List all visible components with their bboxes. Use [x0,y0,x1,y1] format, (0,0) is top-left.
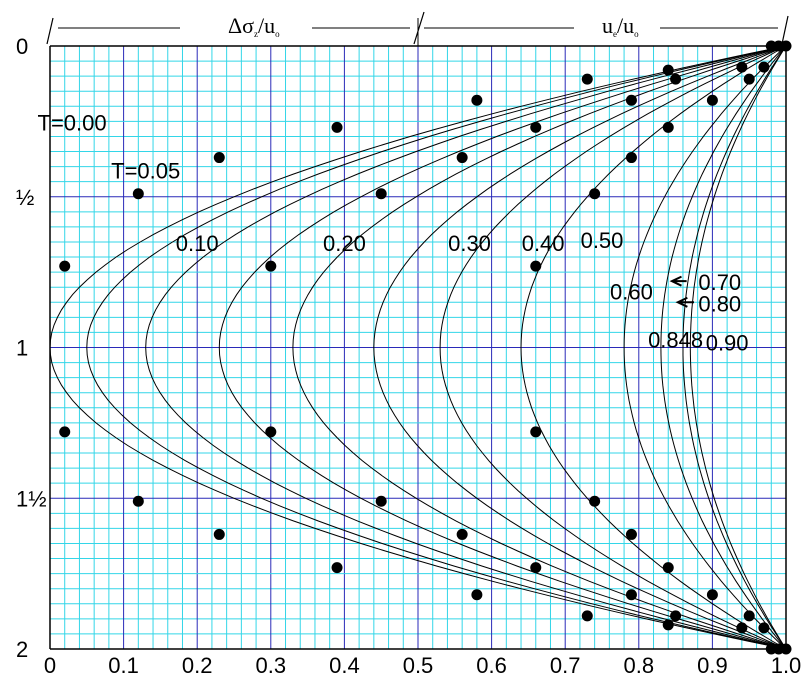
data-point [706,589,718,601]
data-point [213,152,225,164]
curve-label: 0.20 [323,231,366,256]
y-tick-label: 1 [16,336,28,361]
curve-label: 0.10 [176,231,219,256]
x-tick-label: 0.2 [182,653,213,678]
data-point [670,610,682,622]
data-point [662,619,674,631]
curve-label: 0.60 [610,279,653,304]
data-point [265,260,277,272]
x-tick-label: 0 [44,653,56,678]
x-tick-label: 0.5 [403,653,434,678]
major-gridlines [50,46,786,649]
isochrone-curve [292,45,787,650]
data-point [375,188,387,200]
data-point [758,61,770,73]
curve-label: 0.80 [698,291,741,316]
data-point [375,495,387,507]
data-point [758,622,770,634]
data-point [780,40,792,52]
x-tick-labels: 0 0.1 0.2 0.3 0.4 0.5 0.6 0.7 0.8 0.9 1.0 [44,653,801,678]
x-tick-label: 0.7 [550,653,581,678]
curve-label: 0.40 [522,231,565,256]
data-point [706,94,718,106]
curve-label: T=0.00 [38,110,107,135]
data-point [456,528,468,540]
header-slash [781,15,789,45]
isochrone-curve [520,45,787,650]
data-point [132,188,144,200]
data-point [736,61,748,73]
isochrone-curve [689,45,787,650]
header-slash [46,17,54,45]
data-point [625,589,637,601]
arrow [675,296,694,308]
curve-labels: T=0.00T=0.05 0.10 0.20 0.30 0.40 0.50 0.60 0.70… [38,110,749,355]
data-point [581,610,593,622]
data-point [589,188,601,200]
data-point [213,528,225,540]
isochrone-curve [373,45,787,650]
curve-label: 0.50 [581,228,624,253]
data-point [456,152,468,164]
left-axis-title: Δσz/uo [228,13,280,39]
isochrone-curve [145,45,787,650]
isochrone-curve [218,45,787,650]
x-tick-label: 0.4 [329,653,360,678]
data-point [471,94,483,106]
axis-header: Δσz/uo ue/uo [228,13,639,39]
y-tick-label: ½ [16,185,34,210]
data-point [736,622,748,634]
data-point [59,426,71,438]
data-point [530,426,542,438]
data-point [743,610,755,622]
curve-label: 0.848 [648,328,703,353]
curve-label: 0.30 [448,231,491,256]
x-tick-label: 0.9 [697,653,728,678]
isochrone-curve [660,45,787,650]
y-tick-label: 0 [16,34,28,59]
data-point [471,589,483,601]
arrow [669,275,687,287]
isochrone-curve [439,45,787,650]
isochrone-curve [682,45,787,650]
data-point [625,94,637,106]
data-point [530,121,542,133]
data-point [589,495,601,507]
curve-label: 0.90 [706,331,749,356]
data-point [670,73,682,85]
x-tick-label: 0.3 [256,653,287,678]
data-point [662,121,674,133]
data-point [331,562,343,574]
data-point [662,64,674,76]
y-tick-labels: 0 ½ 1 1½ 2 [16,34,47,662]
y-tick-label: 1½ [16,486,47,511]
y-tick-label: 2 [16,637,28,662]
curve-label: 0.70 [698,270,741,295]
data-point [530,562,542,574]
data-point [743,73,755,85]
isochrone-curve [49,45,787,650]
isochrone-curve [86,45,787,650]
data-point [625,528,637,540]
header-slash [413,11,425,45]
right-axis-title: ue/uo [602,13,639,39]
data-points [59,40,792,655]
data-point [662,562,674,574]
data-point [132,495,144,507]
data-point [581,73,593,85]
data-point [530,260,542,272]
data-point [59,260,71,272]
x-tick-label: 0.8 [624,653,655,678]
x-tick-label: 0.6 [476,653,507,678]
data-point [625,152,637,164]
data-point [780,643,792,655]
curve-label: T=0.05 [111,159,180,184]
x-tick-label: 1.0 [771,653,802,678]
isochrone-curves [49,45,787,650]
data-point [331,121,343,133]
isochrone-curve [623,45,787,650]
data-point [265,426,277,438]
x-tick-label: 0.1 [108,653,139,678]
